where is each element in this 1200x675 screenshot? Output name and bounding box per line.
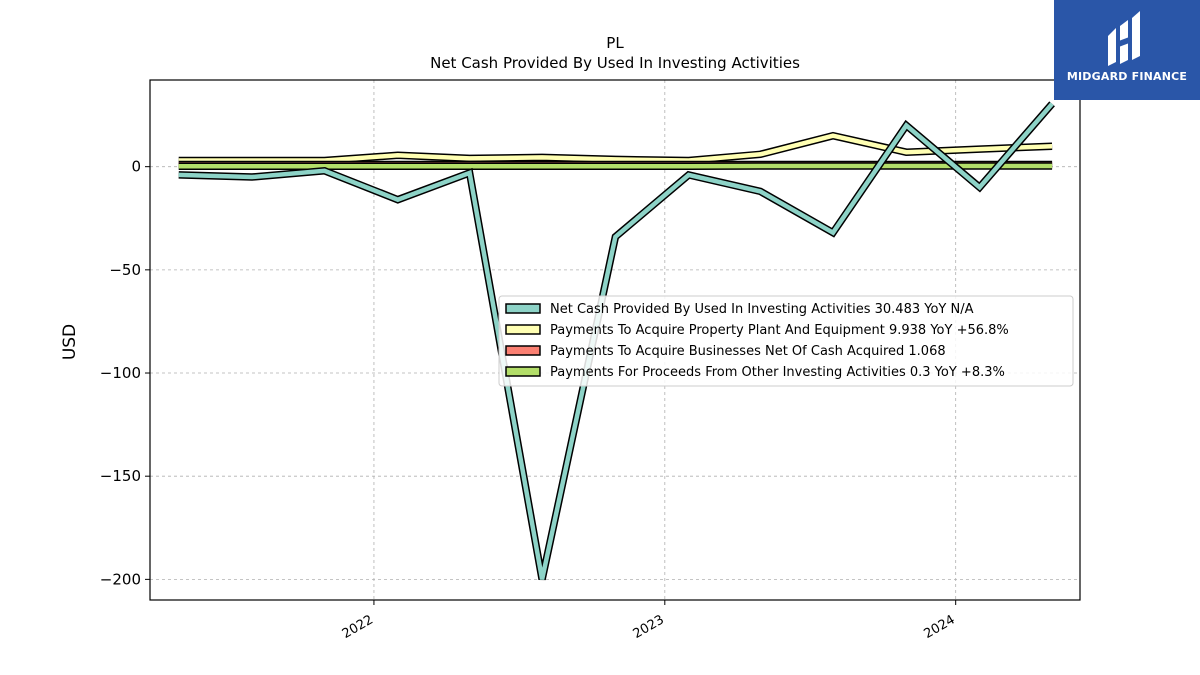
legend-swatch	[505, 366, 541, 377]
chart-title: PL	[606, 34, 624, 52]
y-axis-label: USD	[60, 324, 80, 360]
chart-subtitle: Net Cash Provided By Used In Investing A…	[430, 54, 800, 72]
midgard-logo-icon	[1108, 11, 1140, 66]
y-tick-label: 0	[131, 158, 141, 176]
x-tick-label: 2023	[631, 612, 667, 642]
midgard-logo: MIDGARD FINANCE	[1054, 0, 1200, 100]
legend-entry: Payments To Acquire Property Plant And E…	[550, 323, 1009, 338]
y-tick-label: −100	[100, 364, 141, 382]
plot-frame	[149, 79, 1081, 601]
y-tick-label: −200	[100, 570, 141, 588]
series-line-core	[178, 133, 1053, 163]
y-tick-label: −50	[109, 261, 141, 279]
x-tick-label: 2022	[340, 612, 376, 642]
y-tick-label: −150	[100, 467, 141, 485]
legend: Net Cash Provided By Used In Investing A…	[498, 295, 1074, 387]
legend-swatch	[505, 345, 541, 356]
series-line	[178, 101, 1055, 581]
series-line	[178, 131, 1053, 165]
legend-box	[498, 295, 1074, 387]
series-line-core	[178, 102, 1054, 580]
legend-swatch	[505, 324, 541, 335]
x-tick-label: 2024	[922, 612, 958, 642]
logo-text: MIDGARD FINANCE	[1066, 70, 1188, 83]
legend-entry: Payments To Acquire Businesses Net Of Ca…	[550, 344, 946, 359]
legend-swatch	[505, 303, 541, 314]
series-lines	[178, 101, 1055, 581]
legend-entry: Payments For Proceeds From Other Investi…	[550, 365, 1005, 380]
legend-entry: Net Cash Provided By Used In Investing A…	[550, 302, 974, 317]
